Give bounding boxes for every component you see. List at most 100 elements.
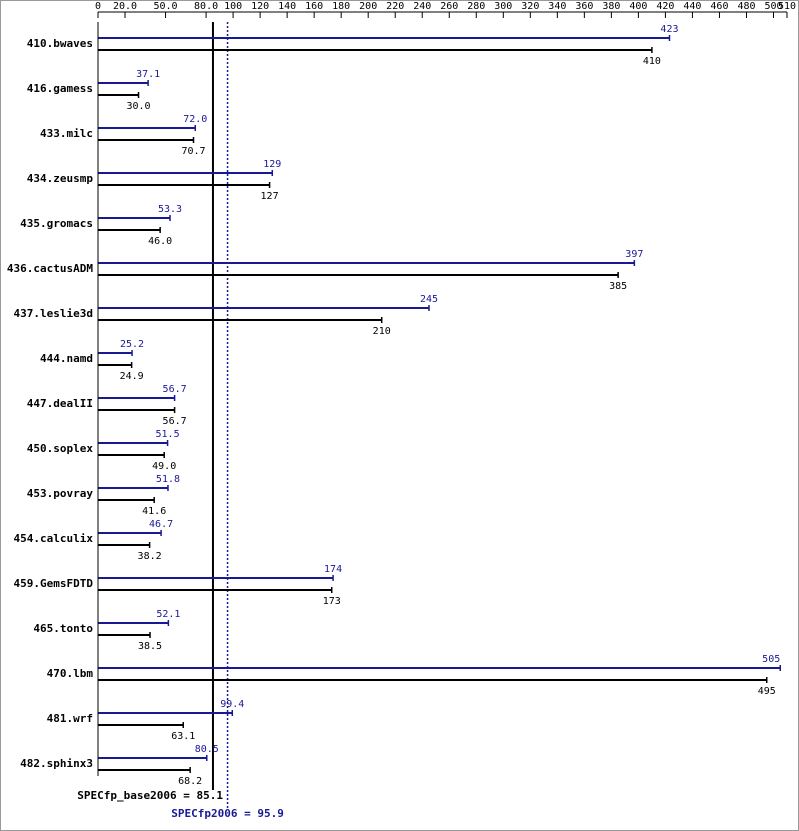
x-tick-label: 400 <box>629 1 647 12</box>
category-label: 459.GemsFDTD <box>14 577 94 590</box>
bar <box>98 262 635 264</box>
bar <box>98 589 332 591</box>
bar <box>98 37 670 39</box>
x-tick-label: 120 <box>251 1 269 12</box>
bar <box>98 49 652 51</box>
x-tick-label: 500 <box>764 1 782 12</box>
value-label: 38.5 <box>138 641 162 652</box>
bar <box>98 172 273 174</box>
bar <box>98 442 168 444</box>
bar <box>98 487 168 489</box>
category-label: 434.zeusmp <box>27 172 94 185</box>
x-tick-label: 280 <box>467 1 485 12</box>
x-tick-label: 380 <box>602 1 620 12</box>
value-label: 129 <box>263 159 281 170</box>
value-label: 53.3 <box>158 204 182 215</box>
value-label: 49.0 <box>152 461 176 472</box>
bar <box>98 217 171 219</box>
x-tick-label: 80.0 <box>194 1 218 12</box>
value-label: 46.7 <box>149 519 173 530</box>
value-label: 63.1 <box>171 731 195 742</box>
reference-label: SPECfp2006 = 95.9 <box>171 807 284 820</box>
bar <box>98 274 619 276</box>
bar <box>98 622 169 624</box>
x-tick-label: 240 <box>413 1 431 12</box>
category-label: 465.tonto <box>33 622 93 635</box>
category-label: 433.milc <box>40 127 93 140</box>
value-label: 37.1 <box>136 69 160 80</box>
value-label: 51.5 <box>156 429 180 440</box>
value-label: 38.2 <box>138 551 162 562</box>
x-tick-label: 0 <box>95 1 101 12</box>
bar <box>98 409 175 411</box>
value-label: 56.7 <box>163 416 187 427</box>
x-tick-label: 340 <box>548 1 566 12</box>
x-tick-label: 140 <box>278 1 296 12</box>
bar <box>98 634 151 636</box>
x-tick-label: 420 <box>656 1 674 12</box>
value-label: 423 <box>660 24 678 35</box>
bar <box>98 352 133 354</box>
value-label: 30.0 <box>126 101 150 112</box>
value-label: 68.2 <box>178 776 202 787</box>
bar <box>98 757 207 759</box>
x-tick-label: 200 <box>359 1 377 12</box>
category-label: 436.cactusADM <box>7 262 93 275</box>
value-label: 210 <box>373 326 391 337</box>
bar <box>98 307 429 309</box>
value-label: 56.7 <box>163 384 187 395</box>
x-tick-label: 300 <box>494 1 512 12</box>
bar <box>98 769 191 771</box>
value-label: 51.8 <box>156 474 180 485</box>
category-label: 416.gamess <box>27 82 93 95</box>
value-label: 52.1 <box>156 609 180 620</box>
value-label: 24.9 <box>120 371 144 382</box>
bar <box>98 127 196 129</box>
category-label: 453.povray <box>27 487 94 500</box>
x-tick-label: 320 <box>521 1 539 12</box>
category-label: 450.soplex <box>27 442 94 455</box>
bar <box>98 229 161 231</box>
value-label: 80.5 <box>195 744 219 755</box>
value-label: 70.7 <box>181 146 205 157</box>
value-label: 385 <box>609 281 627 292</box>
x-tick-label: 20.0 <box>113 1 137 12</box>
x-tick-label: 160 <box>305 1 323 12</box>
bar <box>98 724 184 726</box>
x-tick-label: 260 <box>440 1 458 12</box>
value-label: 46.0 <box>148 236 172 247</box>
bar <box>98 679 767 681</box>
bar <box>98 94 139 96</box>
bar <box>98 454 165 456</box>
x-tick-label: 480 <box>737 1 755 12</box>
category-label: 447.dealII <box>27 397 93 410</box>
value-label: 127 <box>261 191 279 202</box>
x-tick-label: 220 <box>386 1 404 12</box>
category-label: 435.gromacs <box>20 217 93 230</box>
x-tick-label: 100 <box>224 1 242 12</box>
category-label: 454.calculix <box>14 532 94 545</box>
reference-label: SPECfp_base2006 = 85.1 <box>77 789 223 802</box>
category-label: 470.lbm <box>47 667 94 680</box>
value-label: 397 <box>625 249 643 260</box>
bar <box>98 532 162 534</box>
bar <box>98 577 334 579</box>
category-label: 444.namd <box>40 352 93 365</box>
bar <box>98 139 194 141</box>
x-tick-label: 360 <box>575 1 593 12</box>
x-tick-label: 510 <box>778 1 796 12</box>
x-tick-label: 180 <box>332 1 350 12</box>
value-label: 245 <box>420 294 438 305</box>
value-label: 72.0 <box>183 114 207 125</box>
value-label: 174 <box>324 564 342 575</box>
category-label: 481.wrf <box>47 712 93 725</box>
value-label: 99.4 <box>220 699 244 710</box>
value-label: 410 <box>643 56 661 67</box>
x-tick-label: 440 <box>683 1 701 12</box>
bar <box>98 319 382 321</box>
category-label: 410.bwaves <box>27 37 93 50</box>
value-label: 495 <box>758 686 776 697</box>
value-label: 25.2 <box>120 339 144 350</box>
